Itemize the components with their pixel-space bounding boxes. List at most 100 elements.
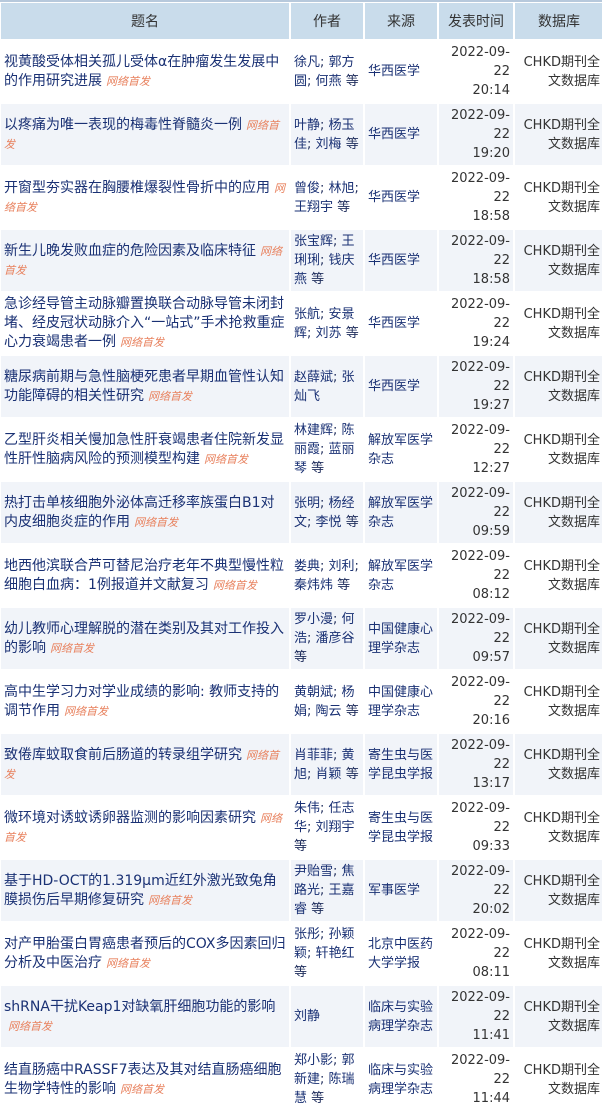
source-link[interactable]: 华西医学 bbox=[368, 64, 421, 79]
date: 2022-09-22 bbox=[450, 612, 510, 646]
author-link[interactable]: 黄旭 bbox=[294, 747, 355, 782]
title-link[interactable]: 以疼痛为唯一表现的梅毒性脊髓炎一例 bbox=[4, 116, 242, 133]
author-link[interactable]: 张灿飞 bbox=[294, 369, 355, 404]
title-link[interactable]: 新生儿晚发败血症的危险因素及临床特征 bbox=[4, 242, 256, 259]
title-link[interactable]: 急诊经导管主动脉瓣置换联合动脉导管未闭封堵、经皮冠状动脉介入“一站式”手术抢救重… bbox=[4, 296, 285, 350]
source-cell: 华西医学 bbox=[365, 41, 437, 102]
author-link[interactable]: 张航 bbox=[294, 306, 321, 322]
source-link[interactable]: 中国健康心理学杂志 bbox=[368, 621, 434, 656]
author-cell: 徐凡; 郭方圆; 何燕 等 bbox=[291, 41, 363, 102]
header-author[interactable]: 作者 bbox=[291, 3, 363, 39]
author-link[interactable]: 蓝丽琴 bbox=[294, 442, 355, 476]
title-link[interactable]: shRNA干扰Keap1对缺氧肝细胞功能的影响 bbox=[4, 998, 276, 1015]
title-cell: 对产甲胎蛋白胃癌患者预后的COX多因素回归分析及中医治疗 网络首发 bbox=[1, 923, 289, 984]
online-first-badge: 网络首发 bbox=[4, 811, 282, 844]
title-link[interactable]: 开窗型夯实器在胸腰椎爆裂性骨折中的应用 bbox=[4, 179, 270, 196]
author-link[interactable]: 肖菲菲 bbox=[294, 747, 334, 763]
source-link[interactable]: 北京中医药大学学报 bbox=[368, 936, 434, 971]
author-link[interactable]: 张明 bbox=[294, 495, 321, 511]
author-link[interactable]: 刘利 bbox=[328, 558, 355, 574]
date-cell: 2022-09-22 09:33 bbox=[439, 797, 513, 858]
source-link[interactable]: 华西医学 bbox=[368, 253, 421, 268]
author-link[interactable]: 杨娟 bbox=[294, 684, 355, 719]
source-link[interactable]: 华西医学 bbox=[368, 190, 421, 205]
source-link[interactable]: 华西医学 bbox=[368, 379, 421, 394]
author-link[interactable]: 刘翔宇 bbox=[315, 820, 355, 835]
title-link[interactable]: 热打击单核细胞外泌体高迁移率族蛋白B1对内皮细胞炎症的作用 bbox=[4, 494, 275, 530]
author-more: 等 bbox=[337, 199, 351, 215]
source-link[interactable]: 华西医学 bbox=[368, 316, 421, 331]
author-link[interactable]: 安景辉 bbox=[294, 306, 355, 341]
author-more: 等 bbox=[345, 73, 359, 89]
title-cell: 新生儿晚发败血症的危险因素及临床特征 网络首发 bbox=[1, 230, 289, 291]
title-link[interactable]: 视黄酸受体相关孤儿受体α在肿瘤发生发展中的作用研究进展 bbox=[4, 53, 280, 89]
author-link[interactable]: 陈丽霞 bbox=[294, 423, 355, 457]
author-link[interactable]: 尹贻雪 bbox=[294, 864, 334, 879]
author-link[interactable]: 轩艳红 bbox=[315, 946, 355, 961]
source-link[interactable]: 解放军医学杂志 bbox=[368, 558, 434, 593]
author-link[interactable]: 刘苏 bbox=[315, 325, 342, 341]
source-link[interactable]: 中国健康心理学杂志 bbox=[368, 684, 434, 719]
source-link[interactable]: 军事医学 bbox=[368, 883, 421, 898]
author-link[interactable]: 何浩 bbox=[294, 612, 355, 646]
author-link[interactable]: 林旭 bbox=[328, 180, 355, 196]
author-link[interactable]: 杨经文 bbox=[294, 495, 355, 530]
title-link[interactable]: 高中生学习力对学业成绩的影响: 教师支持的调节作用 bbox=[4, 683, 280, 719]
author-link[interactable]: 郑小影 bbox=[294, 1053, 334, 1068]
author-link[interactable]: 徐凡 bbox=[294, 54, 321, 70]
author-link[interactable]: 林建辉 bbox=[294, 423, 334, 438]
time: 20:16 bbox=[472, 713, 510, 728]
source-link[interactable]: 解放军医学杂志 bbox=[368, 495, 434, 530]
header-database[interactable]: 数据库 bbox=[515, 3, 602, 39]
title-link[interactable]: 致倦库蚊取食前后肠道的转录组学研究 bbox=[4, 746, 242, 763]
author-link[interactable]: 王琍琍 bbox=[294, 234, 355, 268]
author-link[interactable]: 杨玉佳 bbox=[294, 117, 355, 152]
author-link[interactable]: 王嘉睿 bbox=[294, 883, 355, 917]
author-link[interactable]: 焦路光 bbox=[294, 864, 355, 898]
author-link[interactable]: 张宝辉 bbox=[294, 234, 334, 249]
header-source[interactable]: 来源 bbox=[365, 3, 437, 39]
author-link[interactable]: 赵薛斌 bbox=[294, 369, 334, 385]
title-link[interactable]: 地西他滨联合芦可替尼治疗老年不典型慢性粒细胞白血病：1例报道并文献复习 bbox=[4, 557, 284, 593]
author-link[interactable]: 钱庆燕 bbox=[294, 253, 355, 287]
table-row: 新生儿晚发败血症的危险因素及临床特征 网络首发 张宝辉; 王琍琍; 钱庆燕 等华西医… bbox=[1, 230, 602, 291]
author-link[interactable]: 娄典 bbox=[294, 558, 321, 574]
title-link[interactable]: 幼儿教师心理解脱的潜在类别及其对工作投入的影响 bbox=[4, 620, 284, 656]
author-link[interactable]: 秦炜炜 bbox=[294, 577, 334, 593]
author-link[interactable]: 黄朝斌 bbox=[294, 684, 334, 700]
header-title[interactable]: 题名 bbox=[1, 3, 289, 39]
author-cell: 曾俊; 林旭; 王翔宇 等 bbox=[291, 167, 363, 228]
title-link[interactable]: 微环境对诱蚊诱卵器监测的影响因素研究 bbox=[4, 809, 256, 826]
source-link[interactable]: 临床与实验病理学杂志 bbox=[368, 1062, 434, 1097]
author-link[interactable]: 肖颖 bbox=[315, 766, 342, 782]
author-link[interactable]: 张彤 bbox=[294, 927, 321, 942]
title-cell: 视黄酸受体相关孤儿受体α在肿瘤发生发展中的作用研究进展 网络首发 bbox=[1, 41, 289, 102]
database-cell: CHKD期刊全文数据库 bbox=[515, 167, 602, 228]
source-link[interactable]: 临床与实验病理学杂志 bbox=[368, 999, 434, 1034]
author-link[interactable]: 潘彦谷 bbox=[315, 631, 355, 646]
source-link[interactable]: 寄生虫与医学昆虫学报 bbox=[368, 747, 434, 782]
header-date[interactable]: 发表时间 bbox=[439, 3, 513, 39]
title-link[interactable]: 乙型肝炎相关慢加急性肝衰竭患者住院新发显性肝性脑病风险的预测模型构建 bbox=[4, 431, 284, 467]
source-link[interactable]: 寄生虫与医学昆虫学报 bbox=[368, 810, 434, 845]
author-link[interactable]: 朱伟 bbox=[294, 801, 321, 816]
source-link[interactable]: 华西医学 bbox=[368, 127, 421, 142]
author-link[interactable]: 任志华 bbox=[294, 801, 355, 835]
source-cell: 解放军医学杂志 bbox=[365, 545, 437, 606]
title-link[interactable]: 糖尿病前期与急性脑梗死患者早期血管性认知功能障碍的相关性研究 bbox=[4, 368, 284, 404]
author-link[interactable]: 曾俊 bbox=[294, 180, 321, 196]
author-link[interactable]: 何燕 bbox=[315, 73, 342, 89]
source-link[interactable]: 解放军医学杂志 bbox=[368, 432, 434, 467]
author-link[interactable]: 刘静 bbox=[294, 1009, 321, 1024]
author-link[interactable]: 郭方圆 bbox=[294, 54, 355, 89]
author-link[interactable]: 陶云 bbox=[315, 703, 342, 719]
date: 2022-09-22 bbox=[450, 297, 510, 331]
author-link[interactable]: 叶静 bbox=[294, 117, 321, 133]
author-cell: 肖菲菲; 黄旭; 肖颖 等 bbox=[291, 734, 363, 795]
author-link[interactable]: 李悦 bbox=[315, 514, 342, 530]
title-link[interactable]: 基于HD-OCT的1.319μm近红外激光致兔角膜损伤后早期修复研究 bbox=[4, 872, 277, 908]
online-first-badge: 网络首发 bbox=[148, 389, 192, 403]
author-link[interactable]: 罗小漫 bbox=[294, 612, 334, 627]
author-link[interactable]: 刘梅 bbox=[315, 136, 342, 152]
author-link[interactable]: 王翔宇 bbox=[294, 199, 334, 215]
